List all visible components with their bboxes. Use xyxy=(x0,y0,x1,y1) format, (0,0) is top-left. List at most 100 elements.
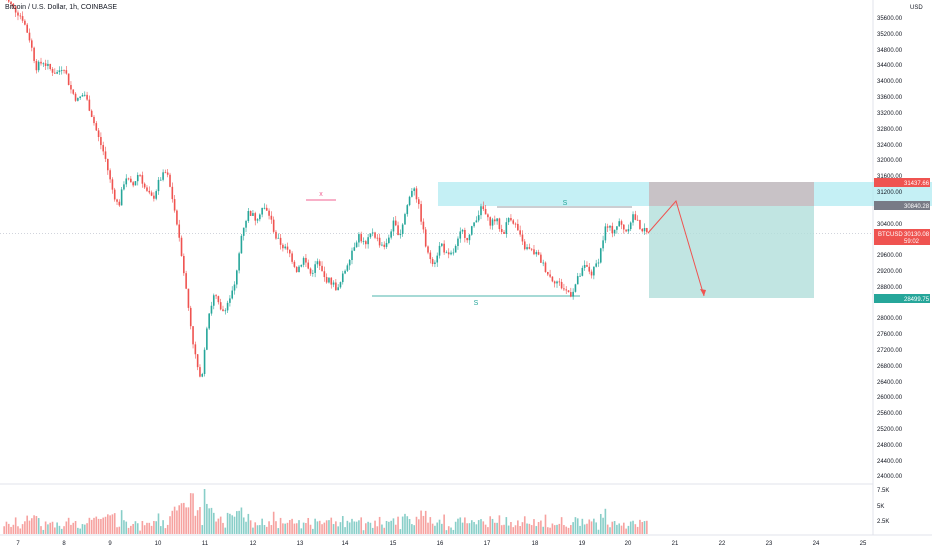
volume-bar xyxy=(429,517,432,534)
volume-bar xyxy=(496,522,498,534)
candle-body xyxy=(146,187,148,191)
y-tick: 25200.00 xyxy=(877,427,903,433)
volume-bar xyxy=(574,517,577,534)
volume-bar xyxy=(240,507,243,534)
symbol-title[interactable]: Bitcoin / U.S. Dollar, 1h, COINBASE xyxy=(5,4,117,11)
volume-bar xyxy=(238,510,240,534)
volume-bar xyxy=(187,507,190,534)
candle-body xyxy=(49,63,52,70)
volume-bar xyxy=(537,522,540,534)
target-zone[interactable] xyxy=(649,206,814,298)
volume-bar xyxy=(332,524,335,534)
candle-body xyxy=(537,252,540,255)
volume-bar xyxy=(445,530,448,534)
volume-bar xyxy=(150,525,153,534)
volume-bar xyxy=(192,493,194,534)
volume-bar xyxy=(457,518,459,534)
y-tick: 34000.00 xyxy=(877,79,903,85)
volume-bar xyxy=(459,517,462,534)
projection-path[interactable] xyxy=(647,199,705,297)
candle-body xyxy=(367,237,369,245)
volume-bar xyxy=(275,521,277,534)
candle-body xyxy=(288,249,291,254)
candle-body xyxy=(312,272,314,274)
volume-bar xyxy=(424,510,427,534)
volume-bar xyxy=(318,520,321,534)
current-price-tag[interactable] xyxy=(874,229,930,245)
volume-bar xyxy=(169,516,171,534)
candle-body xyxy=(365,241,367,245)
candle-body xyxy=(28,32,31,41)
volume-bar xyxy=(77,527,79,534)
volume-bar xyxy=(81,524,84,534)
x-tick: 15 xyxy=(390,541,397,547)
candle-body xyxy=(586,265,588,267)
candle-body xyxy=(528,247,531,249)
candle-body xyxy=(33,47,35,61)
candle-body xyxy=(408,196,411,206)
candle-body xyxy=(93,116,95,124)
volume-bar xyxy=(466,523,468,534)
volume-tick: 2.5K xyxy=(877,519,889,525)
volume-bar xyxy=(498,515,501,534)
volume-bar xyxy=(632,520,634,534)
y-tick: 29200.00 xyxy=(877,269,903,275)
stop-loss-zone[interactable] xyxy=(649,182,814,206)
candle-body xyxy=(314,264,316,273)
volume-bar xyxy=(171,510,174,534)
volume-bar xyxy=(450,527,452,534)
candle-body xyxy=(636,219,639,221)
volume-bar xyxy=(452,529,455,534)
candle-body xyxy=(178,224,181,238)
candle-body xyxy=(77,98,79,101)
candle-body xyxy=(153,195,155,199)
y-tick: 35200.00 xyxy=(877,32,903,38)
candle-body xyxy=(378,237,381,246)
volume-bar xyxy=(415,516,418,534)
volume-bar xyxy=(482,521,485,534)
candle-body xyxy=(63,70,65,71)
volume-bar xyxy=(203,489,206,534)
stop-level-tag[interactable] xyxy=(874,178,930,187)
candle-body xyxy=(162,172,164,180)
volume-bar xyxy=(544,514,547,534)
volume-bar xyxy=(5,521,8,534)
volume-bar xyxy=(431,523,434,534)
volume-bar xyxy=(279,517,282,534)
target-level-tag[interactable] xyxy=(874,294,930,303)
candle-body xyxy=(238,253,240,271)
candle-body xyxy=(309,268,312,274)
candle-body xyxy=(291,253,293,262)
candle-body xyxy=(265,207,268,211)
candle-body xyxy=(252,213,254,216)
candle-body xyxy=(210,305,213,314)
volume-bar xyxy=(270,525,273,534)
candle-body xyxy=(176,210,178,225)
volume-bar xyxy=(79,528,81,534)
candle-body xyxy=(369,233,372,238)
candle-body xyxy=(259,214,261,220)
y-tick: 31600.00 xyxy=(877,174,903,180)
volume-bar xyxy=(67,517,70,534)
candle-body xyxy=(54,72,56,74)
volume-bar xyxy=(194,515,197,534)
volume-bar xyxy=(88,517,91,534)
volume-bar xyxy=(109,515,111,534)
candle-body xyxy=(609,225,611,228)
candle-body xyxy=(461,229,464,232)
volume-bar xyxy=(360,517,363,534)
volume-bar xyxy=(579,525,581,534)
candle-body xyxy=(208,313,210,329)
volume-bar xyxy=(385,520,388,534)
candle-body xyxy=(275,231,277,239)
candle-body xyxy=(217,296,220,303)
volume-bar xyxy=(93,517,95,534)
volume-bar xyxy=(572,522,574,534)
candle-body xyxy=(120,189,123,206)
y-tick: 28800.00 xyxy=(877,285,903,291)
candle-body xyxy=(189,307,192,327)
entry-level-tag[interactable] xyxy=(874,201,930,210)
volume-bar xyxy=(153,521,155,534)
candle-body xyxy=(155,191,157,199)
